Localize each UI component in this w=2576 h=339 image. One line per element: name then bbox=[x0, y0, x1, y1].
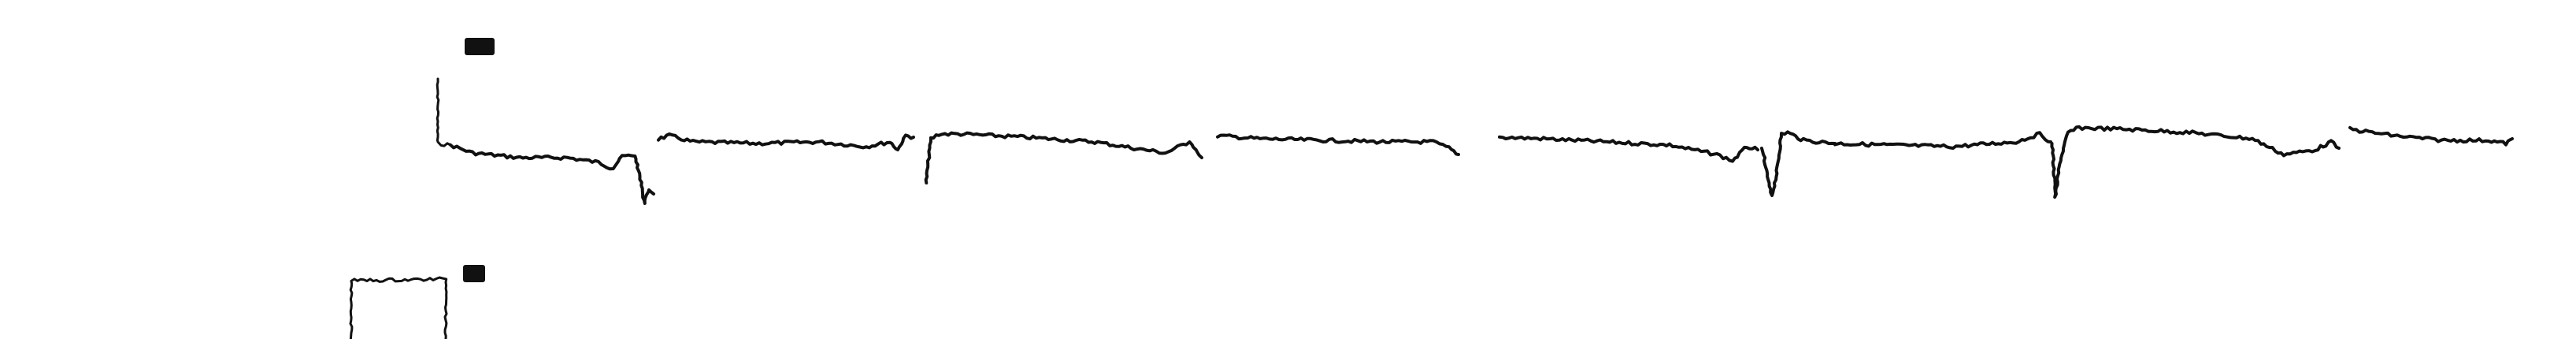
channel-1-trace-segment-4 bbox=[1216, 133, 1460, 156]
channel-1-trace-segment-1 bbox=[449, 143, 655, 205]
channel-2-marker-blot bbox=[463, 265, 485, 282]
marker-layer bbox=[463, 38, 495, 282]
channel-1-trace-segment-2 bbox=[657, 132, 915, 151]
channel-1-trace-segment-8 bbox=[2050, 125, 2341, 199]
channel-2-calibration-pulse bbox=[349, 276, 448, 339]
channel-1-trace-segment-5 bbox=[1498, 135, 1759, 163]
channel-1-trace-segment-3 bbox=[924, 131, 1203, 184]
trace-layer bbox=[349, 77, 2514, 339]
channel-1-calibration-step bbox=[436, 77, 452, 147]
channel-1-trace-segment-6 bbox=[1760, 130, 1837, 197]
channel-1-trace-segment-9 bbox=[2348, 125, 2514, 147]
channel-1-trace-segment-7 bbox=[1833, 131, 2052, 150]
channel-1-marker-blot bbox=[465, 38, 495, 55]
